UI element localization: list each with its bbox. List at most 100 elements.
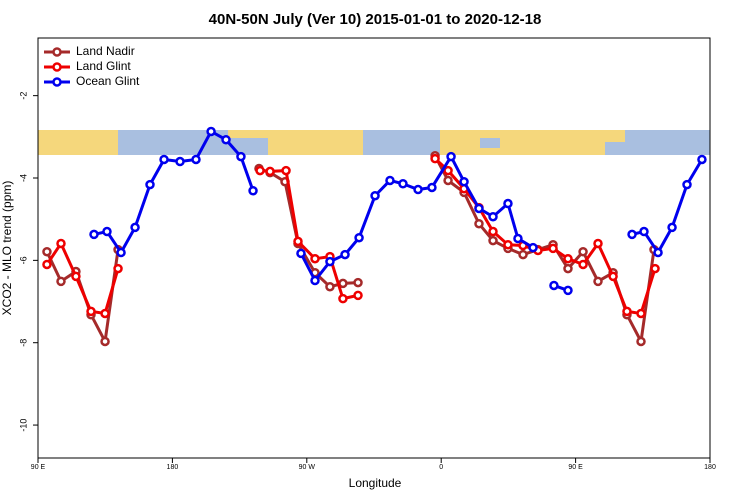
point <box>488 211 498 222</box>
legend-label: Land Glint <box>76 59 131 73</box>
point <box>474 218 484 229</box>
map-land <box>605 130 625 142</box>
point <box>354 232 364 243</box>
point <box>682 179 692 190</box>
point <box>42 246 52 257</box>
point <box>100 336 110 347</box>
point <box>593 238 603 249</box>
y-tick-label: -10 <box>18 419 28 432</box>
map-land <box>228 130 268 138</box>
point <box>513 233 523 244</box>
x-tick-label: 180 <box>704 464 716 471</box>
point <box>578 259 588 270</box>
point <box>430 153 440 164</box>
y-tick-label: -4 <box>18 174 28 182</box>
point <box>667 222 677 233</box>
point <box>130 222 140 233</box>
point <box>145 179 155 190</box>
point <box>206 126 216 137</box>
y-axis-label: XCO2 - MLO trend (ppm) <box>0 181 14 316</box>
point <box>175 156 185 167</box>
point <box>325 256 335 267</box>
point <box>593 276 603 287</box>
series-line <box>93 129 704 292</box>
point <box>528 242 538 253</box>
point <box>293 236 303 247</box>
point <box>503 239 513 250</box>
map-land <box>268 130 363 155</box>
point <box>385 175 395 186</box>
point <box>353 290 363 301</box>
legend-marker <box>52 47 62 57</box>
y-tick-label: -2 <box>18 92 28 100</box>
point <box>296 248 306 259</box>
map-strip <box>38 130 710 155</box>
point <box>608 271 618 282</box>
point <box>563 253 573 264</box>
point <box>353 277 363 288</box>
legend-label: Ocean Glint <box>76 74 140 88</box>
x-tick-label: 90 E <box>568 464 583 471</box>
point <box>281 165 291 176</box>
point <box>488 226 498 237</box>
point <box>563 285 573 296</box>
point <box>446 151 456 162</box>
point <box>549 280 559 291</box>
point <box>413 184 423 195</box>
point <box>636 308 646 319</box>
point <box>159 154 169 165</box>
map-land <box>440 130 605 155</box>
point <box>548 243 558 254</box>
point <box>650 263 660 274</box>
chart-title: 40N-50N July (Ver 10) 2015-01-01 to 2020… <box>209 11 542 28</box>
point <box>56 238 66 249</box>
point <box>248 186 258 196</box>
point <box>71 271 81 282</box>
point <box>221 134 231 145</box>
point <box>116 247 126 258</box>
point <box>443 175 453 186</box>
x-tick-label: 90 E <box>31 464 46 471</box>
legend-marker <box>52 62 62 72</box>
point <box>100 308 110 319</box>
point <box>310 253 320 264</box>
point <box>42 259 52 270</box>
point <box>443 165 453 176</box>
x-axis-label: Longitude <box>349 476 402 490</box>
point <box>191 154 201 165</box>
point <box>340 249 350 260</box>
point <box>310 275 320 286</box>
x-tick-label: 90 W <box>299 464 316 471</box>
point <box>89 229 99 240</box>
point <box>697 154 707 165</box>
point <box>56 276 66 287</box>
point <box>86 306 96 317</box>
y-tick-label: -6 <box>18 256 28 264</box>
point <box>563 263 573 274</box>
point <box>255 165 265 176</box>
point <box>636 336 646 347</box>
point <box>398 179 408 189</box>
map-sea <box>480 138 500 148</box>
point <box>622 306 632 317</box>
legend-label: Land Nadir <box>76 44 135 58</box>
legend-marker <box>52 77 62 87</box>
point <box>503 198 513 209</box>
point <box>578 246 588 257</box>
point <box>459 176 469 187</box>
point <box>639 226 649 237</box>
point <box>474 203 484 214</box>
point <box>488 235 498 246</box>
point <box>325 281 335 292</box>
point <box>627 229 637 240</box>
point <box>370 190 380 201</box>
point <box>338 293 348 304</box>
point <box>102 226 112 237</box>
y-tick-label: -8 <box>18 339 28 347</box>
point <box>427 182 437 193</box>
x-tick-label: 0 <box>439 464 443 471</box>
plot-frame <box>37 37 711 459</box>
point <box>653 247 663 258</box>
point <box>113 263 123 274</box>
